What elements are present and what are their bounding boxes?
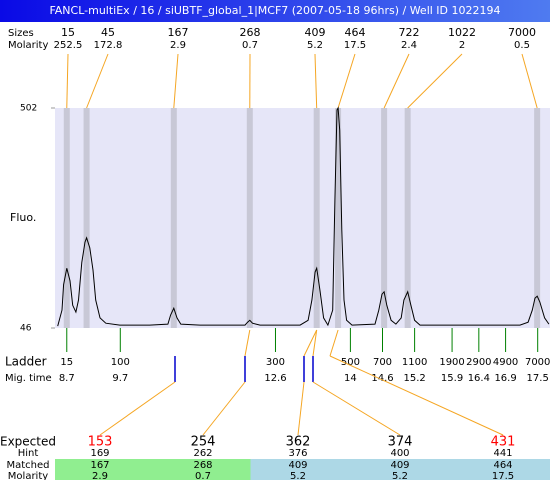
matched: 167 <box>90 460 109 471</box>
row-label: Molarity <box>8 471 48 480</box>
peak-leader <box>67 54 68 108</box>
peak-band <box>314 108 320 328</box>
peak-band <box>84 108 90 328</box>
peak-leader <box>315 54 317 108</box>
ladder-size: 100 <box>111 357 130 368</box>
ladder-size: 1900 <box>439 357 464 368</box>
peak-size: 45 <box>101 26 115 39</box>
match-leader <box>330 330 338 356</box>
peak-band <box>534 108 540 328</box>
molarity: 2.9 <box>92 471 108 480</box>
peak-size: 722 <box>399 26 420 39</box>
peak-size: 1022 <box>448 26 476 39</box>
expected-leader <box>313 382 400 435</box>
molarity: 0.7 <box>195 471 211 480</box>
y-tick-label: 502 <box>20 104 37 114</box>
expected-leader <box>298 382 304 435</box>
peak-row-label: Molarity <box>8 40 48 51</box>
peak-leader <box>408 54 462 108</box>
ladder-time-label: Mig. time <box>5 373 52 384</box>
matched: 409 <box>288 460 307 471</box>
ladder-size: 2900 <box>466 357 491 368</box>
ladder-size: 1100 <box>402 357 427 368</box>
ladder-time: 14.6 <box>371 373 393 384</box>
match-leader <box>245 330 250 356</box>
molarity: 5.2 <box>392 471 408 480</box>
peak-band <box>247 108 253 328</box>
hint: 169 <box>90 448 109 459</box>
peak-molarity: 0.5 <box>514 40 530 51</box>
peak-molarity: 2 <box>459 40 465 51</box>
peak-leader <box>338 54 355 108</box>
peak-size: 464 <box>345 26 366 39</box>
ladder-size: 300 <box>266 357 285 368</box>
ladder-size: 15 <box>60 357 73 368</box>
ladder-time: 14 <box>344 373 357 384</box>
matched: 409 <box>390 460 409 471</box>
peak-molarity: 2.9 <box>170 40 186 51</box>
peak-band <box>171 108 177 328</box>
peak-leader <box>522 54 537 108</box>
molarity: 17.5 <box>492 471 514 480</box>
peak-row-label: Sizes <box>8 28 34 39</box>
y-tick-label: 46 <box>20 324 32 334</box>
expected-leader <box>100 382 175 435</box>
peak-molarity: 252.5 <box>54 40 83 51</box>
peak-leader <box>384 54 409 108</box>
hint: 441 <box>493 448 512 459</box>
row-label: Hint <box>18 448 39 459</box>
ladder-size: 7000 <box>525 357 550 368</box>
ladder-time: 15.9 <box>441 373 463 384</box>
peak-molarity: 172.8 <box>94 40 123 51</box>
peak-size: 167 <box>168 26 189 39</box>
peak-leader <box>87 54 108 108</box>
peak-molarity: 2.4 <box>401 40 417 51</box>
ladder-time: 15.2 <box>403 373 425 384</box>
peak-molarity: 17.5 <box>344 40 366 51</box>
row-label: Expected <box>0 435 56 449</box>
matched: 464 <box>493 460 512 471</box>
ladder-time: 17.5 <box>527 373 549 384</box>
row-label: Matched <box>6 460 49 471</box>
hint: 376 <box>288 448 307 459</box>
peak-band <box>405 108 411 328</box>
ladder-label: Ladder <box>5 355 47 369</box>
peak-size: 268 <box>240 26 261 39</box>
ladder-time: 8.7 <box>59 373 75 384</box>
peak-molarity: 0.7 <box>242 40 258 51</box>
ladder-time: 9.7 <box>112 373 128 384</box>
peak-size: 409 <box>305 26 326 39</box>
molarity: 5.2 <box>290 471 306 480</box>
title: FANCL-multiEx / 16 / siUBTF_global_1|MCF… <box>49 4 500 17</box>
peak-band <box>64 108 70 328</box>
ladder-time: 16.9 <box>494 373 516 384</box>
ladder-time: 16.4 <box>468 373 490 384</box>
peak-molarity: 5.2 <box>307 40 323 51</box>
hint: 400 <box>390 448 409 459</box>
plot-area <box>55 108 550 328</box>
expected-leader <box>203 382 245 435</box>
peak-size: 7000 <box>508 26 536 39</box>
peak-leader <box>174 54 178 108</box>
y-label: Fluo. <box>10 211 36 224</box>
ladder-size: 4900 <box>493 357 518 368</box>
ladder-size: 700 <box>373 357 392 368</box>
matched: 268 <box>193 460 212 471</box>
peak-size: 15 <box>61 26 75 39</box>
hint: 262 <box>193 448 212 459</box>
ladder-time: 12.6 <box>264 373 286 384</box>
